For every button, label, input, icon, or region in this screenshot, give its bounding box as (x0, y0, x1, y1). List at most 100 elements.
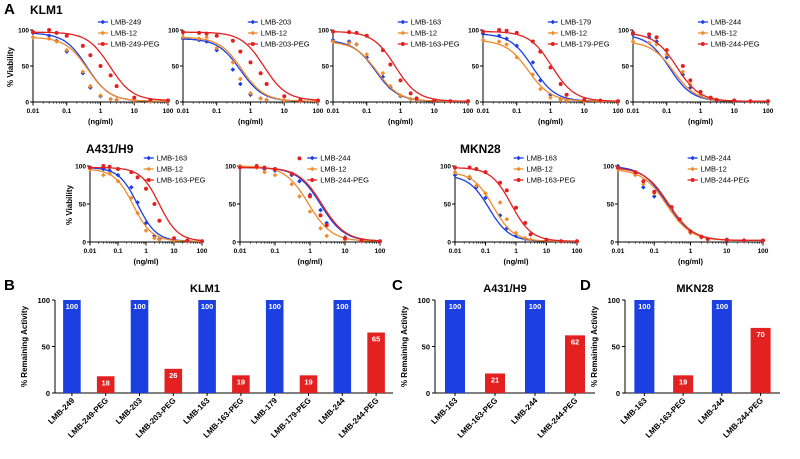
bar-value-label: 100 (336, 302, 349, 311)
chart-a6: 0 50 100 0.01 0.1 1 10 100 (ng/ml) LMB-163 LMB-12 L… (75, 154, 208, 267)
x-tick-label: 1 (514, 248, 518, 255)
data-point (343, 236, 347, 241)
data-point (297, 194, 302, 199)
data-point (200, 239, 204, 244)
data-point (318, 226, 323, 231)
x-tick-label: 10 (131, 108, 139, 115)
legend-marker (700, 19, 706, 25)
y-tick-label: 50 (422, 342, 430, 351)
data-point (548, 95, 553, 100)
legend-marker (250, 42, 255, 46)
data-point (497, 213, 503, 218)
data-point (513, 230, 519, 236)
legend-label: LMB-163-PEG (527, 176, 576, 185)
x-tick-label: 10 (581, 108, 589, 115)
x-tick-label: 1 (144, 248, 148, 255)
data-point (378, 239, 382, 244)
data-point (724, 237, 729, 242)
data-point (732, 98, 737, 103)
x-tick-label: 10 (341, 248, 349, 255)
bar-lmb-244-peg (565, 335, 585, 393)
x-axis-label: (ng/ml) (688, 117, 713, 126)
bar-lmb-163-peg (673, 375, 694, 393)
data-point (497, 200, 503, 205)
data-point (538, 86, 543, 92)
legend-marker (146, 155, 152, 161)
data-point (88, 165, 92, 170)
y-tick-label: 50 (612, 342, 620, 351)
data-point (107, 171, 112, 176)
x-tick-label: 100 (463, 108, 474, 115)
data-point (483, 170, 488, 175)
data-point (144, 186, 148, 191)
y-axis-label-viability-row1: % Viability (6, 47, 15, 87)
data-point (114, 84, 119, 89)
legend-label: LMB-203-PEG (261, 40, 310, 49)
data-point (582, 97, 587, 102)
data-point (331, 29, 335, 34)
data-point (64, 47, 70, 53)
data-point (641, 181, 646, 187)
bar-value-label: 100 (449, 302, 462, 311)
data-point (575, 239, 579, 244)
legend-label: LMB-163 (157, 154, 187, 163)
data-point (172, 236, 176, 241)
y-tick-label: 0 (447, 240, 451, 247)
y-tick-label: 100 (168, 28, 179, 35)
data-point (114, 97, 119, 103)
y-tick-label: 100 (607, 296, 620, 305)
data-point (80, 43, 85, 48)
bar-lmb-163-peg (232, 375, 250, 393)
data-point (504, 36, 509, 41)
chart-b: KLM1 % Remaining Activity 0 50 100 100 LMB-249… (20, 283, 393, 440)
data-point (238, 165, 242, 170)
legend-label: LMB-203 (261, 18, 291, 27)
y-tick-label: 100 (318, 28, 329, 35)
bar-value-label: 100 (201, 302, 214, 311)
data-point (185, 238, 190, 243)
data-point (766, 99, 770, 104)
data-point (641, 184, 646, 190)
bar-lmb-244 (333, 300, 352, 393)
data-point (289, 181, 294, 187)
legend-marker (516, 155, 521, 161)
group-title-a431: A431/H9 (86, 142, 134, 156)
legend-marker (690, 155, 695, 161)
data-point (467, 174, 472, 179)
group-title-mkn28: MKN28 (460, 142, 501, 156)
panel-a-label: A (4, 1, 15, 18)
x-tick-label: 10 (731, 108, 739, 115)
data-point (654, 35, 659, 40)
data-point (254, 164, 259, 168)
x-tick-label: LMB-244-PEG (536, 396, 580, 440)
x-tick-label: 0.01 (327, 108, 340, 115)
data-point (108, 73, 113, 78)
data-point (135, 210, 140, 216)
data-point (616, 99, 620, 104)
x-tick-label: 0.1 (362, 108, 371, 115)
data-point (380, 48, 385, 53)
data-point (238, 49, 243, 54)
bar-lmb-163-peg (485, 373, 505, 393)
data-point (641, 179, 646, 184)
data-point (699, 234, 704, 239)
data-point (633, 170, 638, 175)
x-tick-label: LMB-244 (317, 396, 347, 426)
x-tick-label: 100 (197, 248, 208, 255)
y-axis-label: % Remaining Activity (20, 305, 29, 387)
y-tick-label: 50 (79, 202, 87, 209)
data-point (248, 91, 253, 96)
data-point (157, 237, 162, 243)
legend-marker (310, 178, 315, 182)
bar-lmb-179-peg (299, 375, 318, 393)
legend-label: LMB-12 (320, 165, 346, 174)
data-point (98, 93, 103, 98)
data-point (483, 191, 488, 196)
y-tick-label: 0 (25, 100, 29, 107)
data-point (631, 30, 635, 35)
data-point (474, 183, 479, 189)
y-tick-label: 50 (42, 342, 50, 351)
x-tick-label: 100 (613, 108, 624, 115)
legend-marker (550, 30, 556, 36)
